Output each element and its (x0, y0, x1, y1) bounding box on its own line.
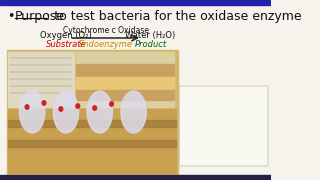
Text: electron acceptor: electron acceptor (186, 122, 260, 130)
Circle shape (42, 101, 46, 105)
Bar (7, 50, 178, 175)
Bar (76, 90, 174, 100)
Text: Purpose: Purpose (15, 10, 65, 22)
Text: during aerobic: during aerobic (193, 134, 254, 143)
Ellipse shape (121, 91, 146, 133)
Bar (8, 52, 74, 107)
Text: respiration: respiration (201, 147, 246, 156)
Bar (76, 52, 174, 107)
Bar (8, 109, 176, 173)
Text: Product: Product (134, 39, 166, 48)
Bar (0, 0, 270, 5)
Bar (8, 120, 176, 127)
Ellipse shape (20, 91, 45, 133)
Text: Testing if O₂ can: Testing if O₂ can (189, 96, 257, 105)
Bar (8, 140, 176, 147)
Circle shape (25, 105, 29, 109)
Text: Water (H₂O): Water (H₂O) (125, 30, 176, 39)
Text: Oxygen (O₂): Oxygen (O₂) (40, 30, 92, 39)
Bar (0, 175, 270, 180)
Ellipse shape (53, 91, 79, 133)
Bar (76, 77, 174, 93)
FancyBboxPatch shape (179, 86, 268, 166)
Circle shape (110, 102, 114, 106)
Circle shape (59, 107, 63, 111)
Text: : to test bacteria for the oxidase enzyme: : to test bacteria for the oxidase enzym… (46, 10, 301, 22)
Circle shape (76, 104, 80, 108)
Text: Cytochrome c Oxidase: Cytochrome c Oxidase (63, 26, 149, 35)
Text: •: • (7, 10, 14, 22)
Bar (76, 64, 174, 76)
Text: act as the final: act as the final (192, 109, 254, 118)
Circle shape (93, 106, 97, 110)
Text: Substrate: Substrate (46, 39, 86, 48)
Text: Endoenzyme: Endoenzyme (79, 39, 133, 48)
Ellipse shape (87, 91, 112, 133)
